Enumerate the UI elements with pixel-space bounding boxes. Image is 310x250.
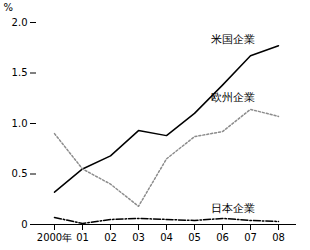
- svg-text:06: 06: [216, 232, 229, 243]
- svg-text:04: 04: [160, 232, 173, 243]
- svg-text:日本企業: 日本企業: [211, 202, 255, 215]
- svg-text:0: 0: [21, 219, 27, 230]
- svg-text:%: %: [4, 2, 14, 13]
- svg-text:米国企業: 米国企業: [211, 33, 255, 46]
- svg-text:欧州企業: 欧州企業: [211, 91, 255, 104]
- svg-text:1.0: 1.0: [12, 118, 28, 129]
- svg-text:2000年: 2000年: [37, 232, 72, 243]
- svg-text:0.5: 0.5: [12, 168, 28, 179]
- svg-text:03: 03: [132, 232, 145, 243]
- svg-text:07: 07: [244, 232, 257, 243]
- svg-text:05: 05: [188, 232, 201, 243]
- svg-text:02: 02: [104, 232, 117, 243]
- svg-text:01: 01: [76, 232, 89, 243]
- svg-text:2.0: 2.0: [12, 17, 28, 28]
- svg-text:08: 08: [272, 232, 285, 243]
- svg-text:1.5: 1.5: [12, 67, 28, 78]
